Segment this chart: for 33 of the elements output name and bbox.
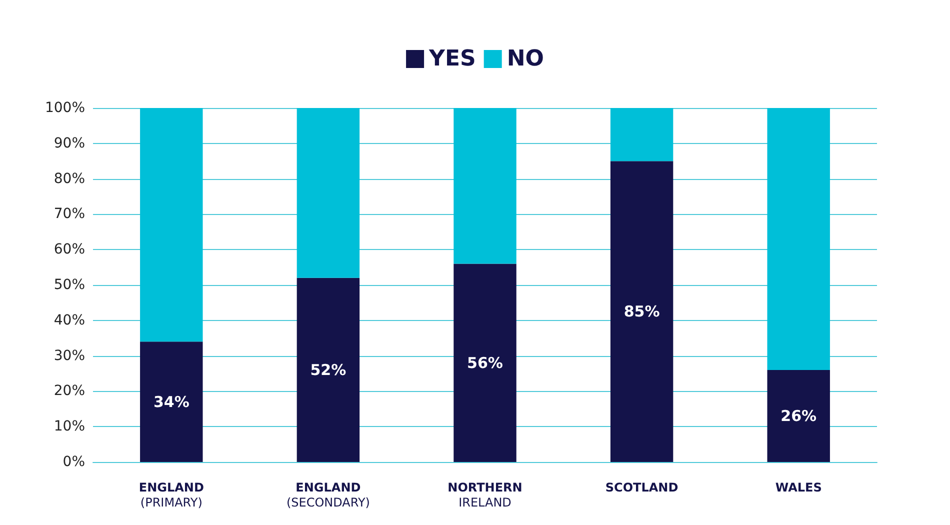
x-tick-label: WALES — [775, 480, 822, 494]
bar — [296, 108, 360, 278]
y-tick-label: 80% — [54, 170, 85, 187]
bar — [610, 108, 674, 162]
legend-label: YES — [428, 46, 476, 72]
bar — [767, 370, 830, 462]
y-tick-label: 70% — [54, 206, 85, 222]
bar — [140, 108, 203, 342]
data-label: 85% — [624, 302, 660, 321]
data-label: 52% — [310, 360, 346, 379]
y-tick-label: 20% — [54, 383, 85, 400]
bar — [610, 161, 674, 462]
x-tick-label: ENGLAND (SECONDARY) — [286, 480, 370, 510]
y-tick-label: 0% — [62, 454, 85, 470]
bar — [767, 108, 830, 370]
data-label: 26% — [780, 406, 817, 425]
x-tick-label: ENGLAND (PRIMARY) — [138, 480, 204, 510]
y-tick-label: 90% — [54, 135, 85, 152]
bar — [454, 264, 516, 462]
legend-label: NO — [506, 46, 544, 72]
bar — [140, 342, 203, 462]
data-label: 56% — [467, 354, 503, 372]
y-tick-label: 40% — [54, 312, 85, 328]
bar — [296, 278, 360, 462]
y-tick-label: 100% — [44, 100, 85, 116]
y-tick-label: 10% — [54, 418, 85, 435]
data-label: 34% — [153, 392, 190, 411]
x-tick-label: SCOTLAND — [605, 480, 678, 494]
y-tick-label: 60% — [54, 242, 85, 258]
y-tick-label: 50% — [54, 277, 85, 293]
y-tick-label: 30% — [54, 348, 85, 364]
x-tick-label: NORTHERN IRELAND — [448, 480, 522, 510]
bar — [454, 108, 516, 264]
